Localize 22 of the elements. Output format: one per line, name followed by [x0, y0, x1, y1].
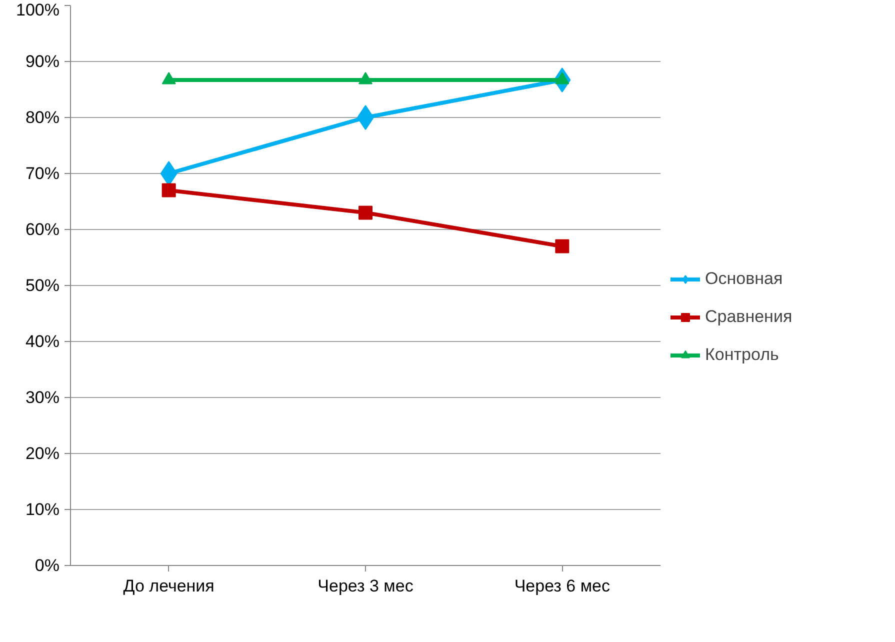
legend-label: Сравнения [705, 307, 792, 327]
point [162, 183, 176, 198]
y-tick-label: 10% [25, 500, 60, 519]
point [162, 72, 176, 84]
legend-label: Основная [705, 269, 783, 289]
point [358, 206, 372, 220]
y-tick-label: 30% [25, 388, 60, 407]
y-tick-label: 90% [25, 52, 60, 71]
y-tick-label: 20% [25, 444, 60, 463]
x-tick-label: До лечения [123, 576, 214, 596]
y-tick-label: 50% [25, 276, 60, 295]
y-tick-label: 0% [34, 556, 60, 575]
y-tick-label: 80% [25, 108, 60, 127]
legend-label: Контроль [705, 345, 779, 365]
y-tick-label: 60% [25, 220, 60, 239]
y-tick-label: 70% [25, 164, 60, 183]
point [358, 72, 372, 84]
x-tick-label: Через 6 мес [514, 576, 610, 596]
x-tick-label: Через 3 мес [318, 576, 414, 596]
y-tick-label: 100% [16, 0, 60, 20]
y-tick-label: 40% [25, 332, 60, 351]
point [555, 239, 570, 254]
